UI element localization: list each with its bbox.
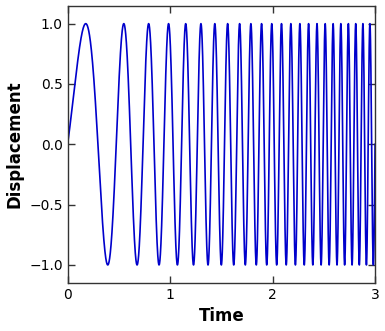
- X-axis label: Time: Time: [198, 307, 244, 325]
- Y-axis label: Displacement: Displacement: [5, 80, 23, 208]
